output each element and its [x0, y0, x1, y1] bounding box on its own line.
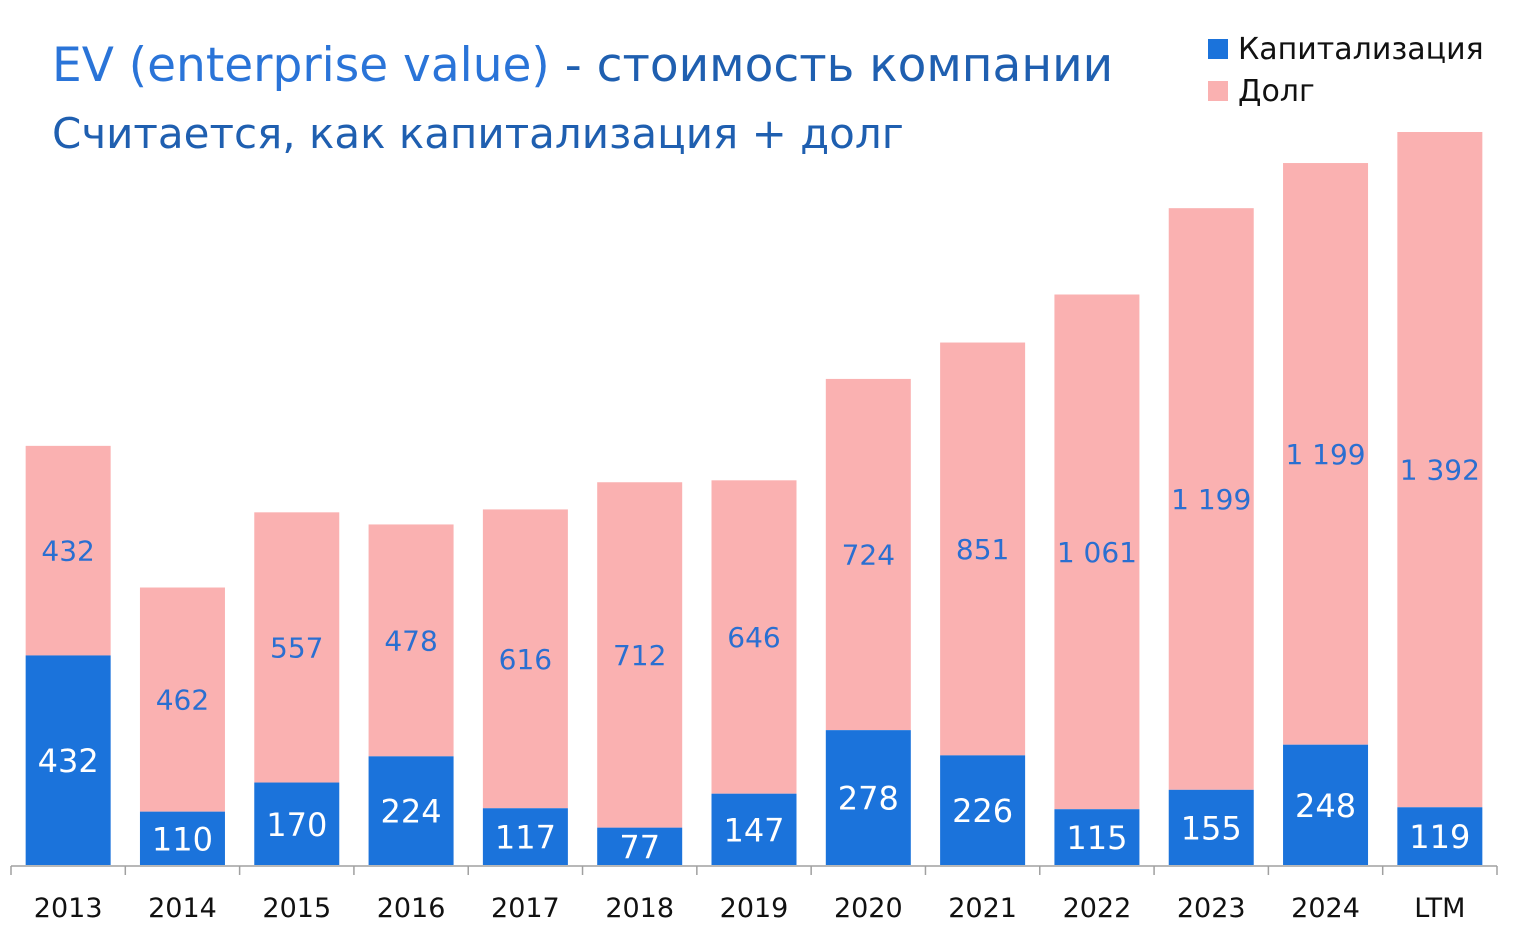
data-label-debt-2014: 462 — [156, 684, 209, 717]
bar-capitalization-2014 — [139, 811, 225, 865]
x-tick-label-2016: 2016 — [377, 893, 446, 924]
data-label-capitalization-2024: 248 — [1295, 787, 1356, 825]
legend-label-capitalization: Капитализация — [1238, 31, 1484, 67]
data-label-capitalization-2018: 77 — [619, 828, 660, 866]
data-label-capitalization-2020: 278 — [838, 780, 899, 818]
chart-title-accent: EV (enterprise value) — [52, 38, 550, 93]
bar-debt-2022 — [1054, 294, 1140, 810]
bar-capitalization-2022 — [1054, 809, 1140, 865]
chart-title: EV (enterprise value) - стоимость компан… — [52, 38, 1113, 94]
x-tick-label-2021: 2021 — [948, 893, 1017, 924]
bar-debt-2016 — [368, 524, 454, 757]
data-label-debt-2016: 478 — [384, 624, 437, 657]
data-label-debt-2021: 851 — [956, 533, 1009, 566]
data-label-capitalization-2014: 110 — [152, 820, 213, 858]
bar-capitalization-2023 — [1168, 789, 1254, 865]
bar-debt-LTM — [1397, 132, 1483, 808]
data-label-capitalization-2016: 224 — [381, 793, 442, 831]
bar-capitalization-2018 — [597, 827, 683, 865]
legend-label-debt: Долг — [1238, 73, 1315, 109]
bar-capitalization-LTM — [1397, 807, 1483, 865]
x-tick-label-2014: 2014 — [148, 893, 217, 924]
bar-debt-2019 — [711, 480, 797, 794]
x-tick-label-2017: 2017 — [491, 893, 560, 924]
data-label-debt-2020: 724 — [842, 539, 895, 572]
data-label-debt-2017: 616 — [499, 643, 552, 676]
bar-debt-2024 — [1283, 163, 1369, 745]
data-label-debt-LTM: 1 392 — [1400, 454, 1480, 487]
bar-capitalization-2020 — [825, 730, 911, 865]
legend-swatch-debt — [1208, 81, 1228, 101]
bar-debt-2021 — [940, 342, 1026, 756]
bar-debt-2018 — [597, 482, 683, 828]
data-label-capitalization-2023: 155 — [1181, 809, 1242, 847]
bar-capitalization-2015 — [254, 782, 340, 865]
x-tick-label-2020: 2020 — [834, 893, 903, 924]
x-tick-label-2018: 2018 — [605, 893, 674, 924]
data-label-capitalization-2017: 117 — [495, 819, 556, 857]
bar-debt-2023 — [1168, 208, 1254, 790]
x-tick-label-2022: 2022 — [1063, 893, 1132, 924]
data-label-debt-2024: 1 199 — [1285, 438, 1365, 471]
data-label-debt-2013: 432 — [41, 535, 94, 568]
x-tick-label-LTM: LTM — [1414, 893, 1465, 924]
legend-swatch-capitalization — [1208, 39, 1228, 59]
bar-debt-2013 — [25, 445, 111, 656]
bar-debt-2014 — [139, 587, 225, 812]
data-label-debt-2018: 712 — [613, 639, 666, 672]
legend-item-capitalization: Капитализация — [1208, 28, 1484, 70]
bar-capitalization-2016 — [368, 756, 454, 865]
bar-capitalization-2021 — [940, 755, 1026, 865]
x-tick-label-2023: 2023 — [1177, 893, 1246, 924]
data-label-debt-2015: 557 — [270, 631, 323, 664]
data-label-capitalization-2013: 432 — [38, 742, 99, 780]
bar-debt-2017 — [482, 509, 568, 809]
legend-item-debt: Долг — [1208, 70, 1484, 112]
chart-subtitle: Считается, как капитализация + долг — [52, 109, 904, 158]
chart-title-rest: - стоимость компании — [549, 38, 1114, 93]
data-label-capitalization-2015: 170 — [266, 806, 327, 844]
bar-debt-2015 — [254, 512, 340, 783]
bar-capitalization-2019 — [711, 793, 797, 865]
data-label-capitalization-LTM: 119 — [1409, 818, 1470, 856]
x-tick-label-2024: 2024 — [1291, 893, 1360, 924]
data-label-capitalization-2021: 226 — [952, 792, 1013, 830]
data-label-debt-2022: 1 061 — [1057, 536, 1137, 569]
data-label-capitalization-2022: 115 — [1066, 819, 1127, 857]
legend: Капитализация Долг — [1208, 28, 1484, 112]
bar-capitalization-2013 — [25, 655, 111, 865]
data-label-debt-2023: 1 199 — [1171, 483, 1251, 516]
bar-debt-2020 — [825, 378, 911, 731]
data-label-capitalization-2019: 147 — [723, 811, 784, 849]
bar-capitalization-2017 — [482, 808, 568, 865]
bar-capitalization-2024 — [1283, 744, 1369, 865]
x-tick-label-2013: 2013 — [34, 893, 103, 924]
x-tick-label-2019: 2019 — [720, 893, 789, 924]
x-tick-label-2015: 2015 — [262, 893, 331, 924]
data-label-debt-2019: 646 — [727, 621, 780, 654]
